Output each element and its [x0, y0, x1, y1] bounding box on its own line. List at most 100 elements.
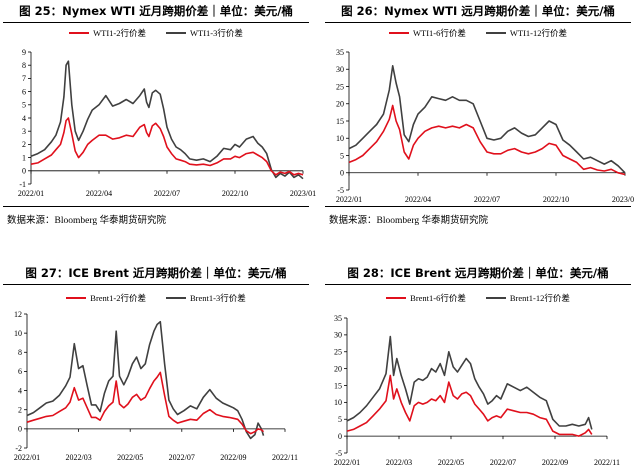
y-tick-label: 9: [22, 48, 26, 57]
y-tick-label: 4: [22, 114, 26, 123]
y-tick-label: 8: [18, 348, 22, 357]
line-chart: -2 0 2 4 6 8 10 12 2022/01 2022/03 2022/05 2022/07 2…: [14, 310, 298, 462]
legend-item: WTI1-6行价差: [388, 27, 466, 39]
y-tick-label: 5: [340, 151, 344, 160]
x-tick-label: 2022/10: [543, 195, 569, 204]
x-tick-label: 2022/04: [405, 195, 431, 204]
x-tick-label: 2022/09: [542, 458, 568, 467]
x-tick-label: 2022/04: [86, 189, 112, 198]
chart-legend: Brent1-2行价差 Brent1-3行价差: [3, 291, 309, 305]
x-tick-label: 2022/10: [222, 189, 248, 198]
title-divider: [3, 284, 309, 285]
source-note: 数据来源：Bloomberg 华泰期货研究院: [329, 216, 488, 226]
y-tick-label: 5: [338, 415, 342, 424]
chart-panel-26: 图 26：Nymex WTI 远月跨期价差｜单位：美元/桶 WTI1-6行价差 …: [325, 0, 634, 230]
chart-title: 图 28：ICE Brent 远月跨期价差｜单位：美元/桶: [347, 266, 609, 280]
legend-label: WTI1-6行价差: [412, 28, 466, 38]
chart-panel-28: 图 28：ICE Brent 远月跨期价差｜单位：美元/桶 Brent1-6行价…: [325, 262, 631, 472]
y-tick-label: 3: [22, 127, 26, 136]
y-tick-label: 25: [334, 348, 342, 357]
x-tick-label: 2022/01: [334, 458, 360, 467]
x-tick-label: 2022/07: [490, 458, 516, 467]
y-tick-label: 30: [336, 65, 344, 74]
y-tick-label: 7: [22, 74, 26, 83]
legend-swatch: [66, 297, 87, 299]
title-divider: [325, 284, 631, 285]
legend-label: Brent1-2行价差: [90, 293, 146, 303]
y-tick-label: -5: [335, 449, 342, 458]
y-tick-label: 20: [336, 100, 344, 109]
series-line: [30, 60, 304, 180]
legend-label: Brent1-3行价差: [190, 293, 246, 303]
x-tick-label: 2022/07: [169, 453, 195, 462]
chart-title: 图 25：Nymex WTI 近月跨期价差｜单位：美元/桶: [19, 4, 293, 18]
legend-item: Brent1-6行价差: [386, 292, 466, 304]
legend-swatch: [166, 32, 186, 34]
y-tick-label: 35: [334, 314, 342, 323]
chart-panel-25: 图 25：Nymex WTI 近月跨期价差｜单位：美元/桶 WTI1-2行价差 …: [3, 0, 316, 230]
y-tick-label: 15: [334, 381, 342, 390]
series-line: [26, 371, 265, 435]
x-tick-label: 2022/01: [14, 453, 40, 462]
chart-title: 图 26：Nymex WTI 远月跨期价差｜单位：美元/桶: [341, 4, 615, 18]
legend-swatch: [485, 32, 506, 34]
y-tick-label: 25: [336, 82, 344, 91]
y-tick-label: 1: [22, 153, 26, 162]
y-tick-label: 2: [18, 406, 22, 415]
y-tick-label: 5: [22, 101, 26, 110]
y-tick-label: 2: [22, 140, 26, 149]
x-tick-label: 2022/03: [65, 453, 91, 462]
legend-swatch: [166, 297, 186, 299]
x-tick-label: 2022/05: [117, 453, 143, 462]
legend-item: WTI1-12行价差: [485, 27, 568, 39]
legend-item: Brent1-2行价差: [66, 292, 146, 304]
legend-item: WTI1-2行价差: [69, 27, 146, 39]
y-tick-label: 10: [334, 398, 342, 407]
legend-item: Brent1-3行价差: [166, 292, 246, 304]
y-tick-label: 6: [18, 367, 22, 376]
x-tick-label: 2022/11: [594, 458, 620, 467]
y-tick-label: 0: [22, 167, 26, 176]
y-tick-label: 10: [14, 329, 22, 338]
legend-swatch: [386, 297, 407, 299]
y-tick-label: 4: [18, 386, 22, 395]
chart-title: 图 27：ICE Brent 近月跨期价差｜单位：美元/桶: [25, 266, 287, 280]
legend-swatch: [388, 32, 409, 34]
y-tick-label: 8: [22, 61, 26, 70]
y-tick-label: -2: [15, 444, 22, 453]
line-chart: -5 0 5 10 15 20 25 30 35 2022/01 2022/03 2022/05 202…: [334, 314, 620, 467]
y-tick-label: 15: [336, 117, 344, 126]
source-note: 数据来源：Bloomberg 华泰期货研究院: [7, 216, 166, 226]
legend-label: WTI1-12行价差: [509, 28, 568, 38]
x-tick-label: 2022/11: [272, 453, 298, 462]
series-line: [346, 335, 593, 430]
source-divider: [3, 206, 309, 207]
chart-legend: Brent1-6行价差 Brent1-12行价差: [325, 291, 631, 305]
x-tick-label: 2022/03: [386, 458, 412, 467]
legend-label: Brent1-6行价差: [410, 293, 466, 303]
legend-swatch: [485, 297, 506, 299]
series-line: [348, 104, 626, 176]
title-divider: [325, 22, 631, 23]
y-tick-label: -1: [19, 180, 26, 189]
y-tick-label: 0: [18, 425, 22, 434]
legend-swatch: [69, 32, 90, 34]
y-tick-label: 0: [338, 432, 342, 441]
legend-label: Brent1-12行价差: [509, 293, 570, 303]
x-tick-label: 2022/07: [474, 195, 500, 204]
y-tick-label: 10: [336, 134, 344, 143]
x-tick-label: 2022/09: [220, 453, 246, 462]
series-line: [30, 117, 304, 176]
series-line: [26, 320, 265, 440]
x-tick-label: 2022/01: [336, 195, 362, 204]
y-tick-label: 20: [334, 364, 342, 373]
chart-panel-27: 图 27：ICE Brent 近月跨期价差｜单位：美元/桶 Brent1-2行价…: [3, 262, 309, 472]
line-chart: -5 0 5 10 15 20 25 30 35 2022/01 2022/04 2022/07 202…: [336, 48, 634, 204]
y-tick-label: 35: [336, 48, 344, 57]
x-tick-label: 2022/01: [18, 189, 44, 198]
legend-item: WTI1-3行价差: [166, 27, 243, 39]
legend-item: Brent1-12行价差: [485, 292, 570, 304]
y-tick-label: -5: [337, 186, 344, 195]
x-tick-label: 2023/01: [290, 189, 316, 198]
y-tick-label: 0: [340, 169, 344, 178]
